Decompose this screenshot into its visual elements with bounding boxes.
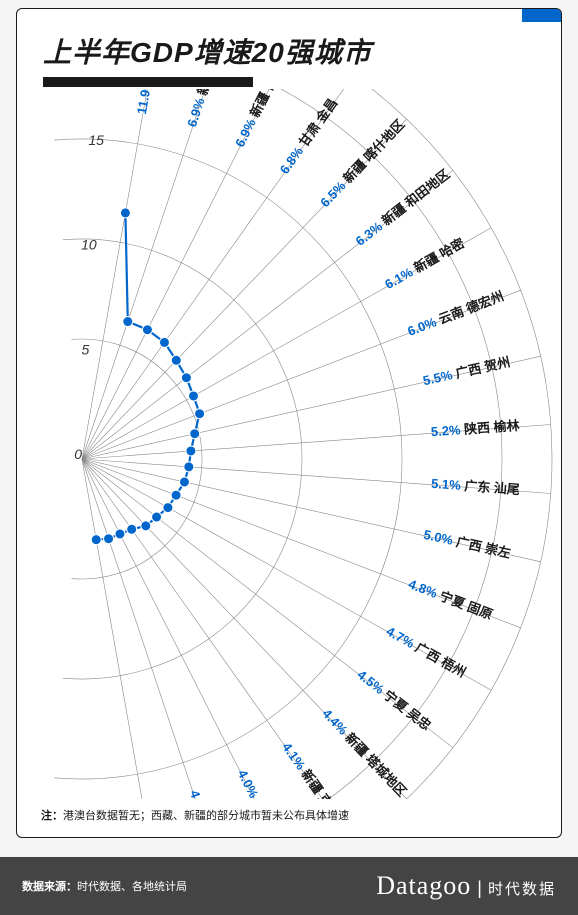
corner-accent — [522, 8, 562, 22]
svg-text:6.9% 新疆 昌吉州: 6.9% 新疆 昌吉州 — [184, 89, 230, 129]
chart-title: 上半年GDP增速20强城市 — [43, 31, 372, 71]
chart-card: 上半年GDP增速20强城市 11.9% 浙江 舟山 6.9% 新疆 昌吉州6.9%… — [16, 8, 562, 838]
svg-text:4.8% 宁夏 固原: 4.8% 宁夏 固原 — [406, 577, 494, 623]
source-label: 数据来源： — [22, 881, 77, 893]
svg-text:6.1% 新疆 哈密: 6.1% 新疆 哈密 — [382, 236, 467, 293]
svg-text:6.9% 新疆 博尔塔拉州: 6.9% 新疆 博尔塔拉州 — [232, 89, 303, 150]
svg-text:4.4% 新疆 塔城地区: 4.4% 新疆 塔城地区 — [319, 706, 409, 799]
svg-text:4.0% 新疆 阿勒泰地区: 4.0% 新疆 阿勒泰地区 — [186, 788, 241, 799]
svg-text:5.5% 广西 贺州: 5.5% 广西 贺州 — [422, 355, 512, 389]
svg-text:6.8% 甘肃 金昌: 6.8% 甘肃 金昌 — [277, 96, 341, 177]
source-text: 时代数据、各地统计局 — [77, 881, 187, 893]
svg-text:10: 10 — [81, 237, 97, 253]
footnote-label: 注： — [41, 810, 63, 822]
svg-text:6.5% 新疆 喀什地区: 6.5% 新疆 喀什地区 — [318, 117, 408, 210]
svg-text:4.5% 宁夏 吴忠: 4.5% 宁夏 吴忠 — [354, 667, 433, 733]
svg-text:5.0% 广西 崇左: 5.0% 广西 崇左 — [422, 527, 512, 561]
brand-logo-zh: 时代数据 — [488, 878, 556, 899]
svg-text:6.3% 新疆 和田地区: 6.3% 新疆 和田地区 — [353, 167, 453, 249]
data-source: 数据来源：时代数据、各地统计局 — [22, 878, 187, 894]
svg-text:5.2% 陕西 榆林: 5.2% 陕西 榆林 — [430, 418, 520, 439]
title-block: 上半年GDP增速20强城市 — [43, 31, 372, 87]
polar-chart: 11.9% 浙江 舟山 6.9% 新疆 昌吉州6.9% 新疆 博尔塔拉州6.8% … — [17, 89, 562, 799]
svg-text:4.7% 广西 梧州: 4.7% 广西 梧州 — [384, 624, 469, 681]
footnote-text: 港澳台数据暂无；西藏、新疆的部分城市暂未公布具体增速 — [63, 810, 349, 822]
svg-text:0: 0 — [74, 446, 82, 462]
title-underline — [43, 77, 253, 87]
svg-text:5: 5 — [82, 341, 90, 357]
svg-text:15: 15 — [88, 132, 104, 148]
brand-separator: | — [477, 878, 482, 899]
brand-block: Datagoo | 时代数据 — [376, 871, 556, 901]
footnote: 注：港澳台数据暂无；西藏、新疆的部分城市暂未公布具体增速 — [41, 807, 349, 823]
svg-text:11.9% 浙江 舟山: 11.9% 浙江 舟山 — [134, 89, 165, 115]
footer-bar: 数据来源：时代数据、各地统计局 Datagoo | 时代数据 — [0, 857, 578, 915]
brand-logo-en: Datagoo — [376, 871, 471, 901]
svg-text:5.1% 广东 汕尾: 5.1% 广东 汕尾 — [431, 476, 521, 497]
svg-text:6.0% 云南 德宏州: 6.0% 云南 德宏州 — [406, 289, 506, 340]
svg-text:4.0% 宁夏 石嘴山: 4.0% 宁夏 石嘴山 — [234, 767, 293, 799]
